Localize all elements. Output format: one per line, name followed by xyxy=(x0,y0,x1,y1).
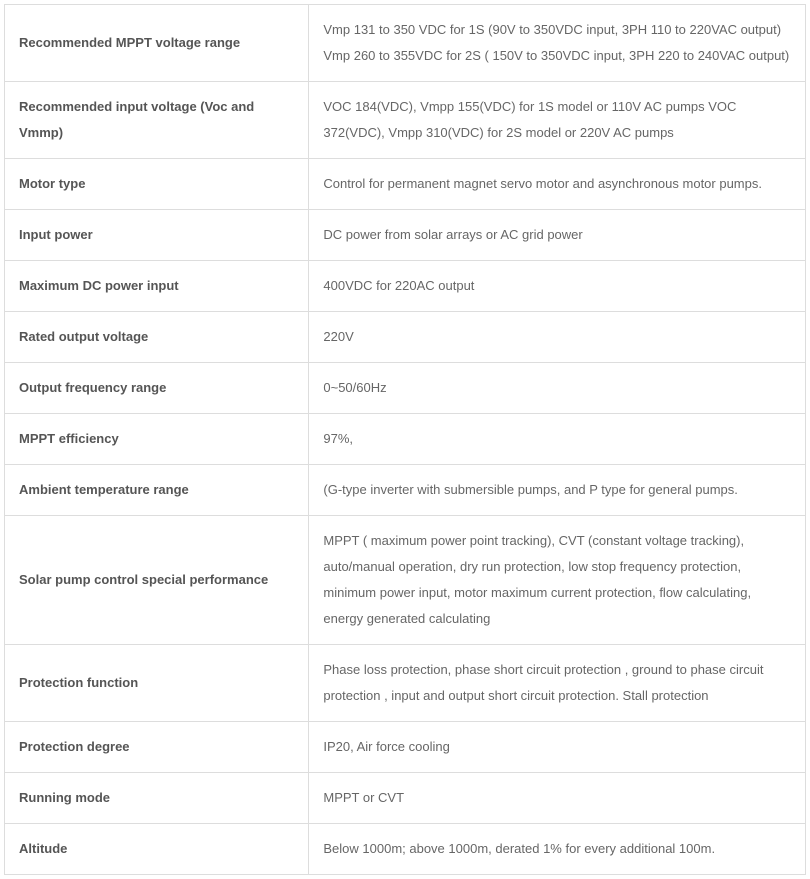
table-row: Output frequency range 0~50/60Hz xyxy=(5,363,806,414)
table-row: Recommended input voltage (Voc and Vmmp)… xyxy=(5,82,806,159)
table-row: Input power DC power from solar arrays o… xyxy=(5,210,806,261)
spec-label: Input power xyxy=(5,210,309,261)
spec-label: Ambient temperature range xyxy=(5,465,309,516)
table-row: Altitude Below 1000m; above 1000m, derat… xyxy=(5,824,806,875)
table-row: MPPT efficiency 97%, xyxy=(5,414,806,465)
table-row: Protection function Phase loss protectio… xyxy=(5,645,806,722)
spec-value: DC power from solar arrays or AC grid po… xyxy=(309,210,806,261)
spec-value: Below 1000m; above 1000m, derated 1% for… xyxy=(309,824,806,875)
table-row: Recommended MPPT voltage range Vmp 131 t… xyxy=(5,5,806,82)
spec-label: Running mode xyxy=(5,773,309,824)
specifications-table: Recommended MPPT voltage range Vmp 131 t… xyxy=(4,4,806,875)
table-row: Running mode MPPT or CVT xyxy=(5,773,806,824)
spec-label: MPPT efficiency xyxy=(5,414,309,465)
table-row: Solar pump control special performance M… xyxy=(5,516,806,645)
table-body: Recommended MPPT voltage range Vmp 131 t… xyxy=(5,5,806,875)
spec-value: (G-type inverter with submersible pumps,… xyxy=(309,465,806,516)
spec-label: Output frequency range xyxy=(5,363,309,414)
spec-label: Maximum DC power input xyxy=(5,261,309,312)
spec-label: Rated output voltage xyxy=(5,312,309,363)
spec-value: Control for permanent magnet servo motor… xyxy=(309,159,806,210)
spec-value: 220V xyxy=(309,312,806,363)
spec-label: Solar pump control special performance xyxy=(5,516,309,645)
spec-value: 400VDC for 220AC output xyxy=(309,261,806,312)
table-row: Maximum DC power input 400VDC for 220AC … xyxy=(5,261,806,312)
spec-value: MPPT or CVT xyxy=(309,773,806,824)
spec-value: Vmp 131 to 350 VDC for 1S (90V to 350VDC… xyxy=(309,5,806,82)
spec-label: Protection degree xyxy=(5,722,309,773)
table-row: Protection degree IP20, Air force coolin… xyxy=(5,722,806,773)
spec-label: Motor type xyxy=(5,159,309,210)
spec-value: 0~50/60Hz xyxy=(309,363,806,414)
spec-label: Protection function xyxy=(5,645,309,722)
spec-value: 97%, xyxy=(309,414,806,465)
spec-label: Recommended MPPT voltage range xyxy=(5,5,309,82)
spec-value: VOC 184(VDC), Vmpp 155(VDC) for 1S model… xyxy=(309,82,806,159)
spec-label: Recommended input voltage (Voc and Vmmp) xyxy=(5,82,309,159)
spec-label: Altitude xyxy=(5,824,309,875)
table-row: Ambient temperature range (G-type invert… xyxy=(5,465,806,516)
spec-value: Phase loss protection, phase short circu… xyxy=(309,645,806,722)
spec-value: IP20, Air force cooling xyxy=(309,722,806,773)
table-row: Motor type Control for permanent magnet … xyxy=(5,159,806,210)
table-row: Rated output voltage 220V xyxy=(5,312,806,363)
spec-value: MPPT ( maximum power point tracking), CV… xyxy=(309,516,806,645)
